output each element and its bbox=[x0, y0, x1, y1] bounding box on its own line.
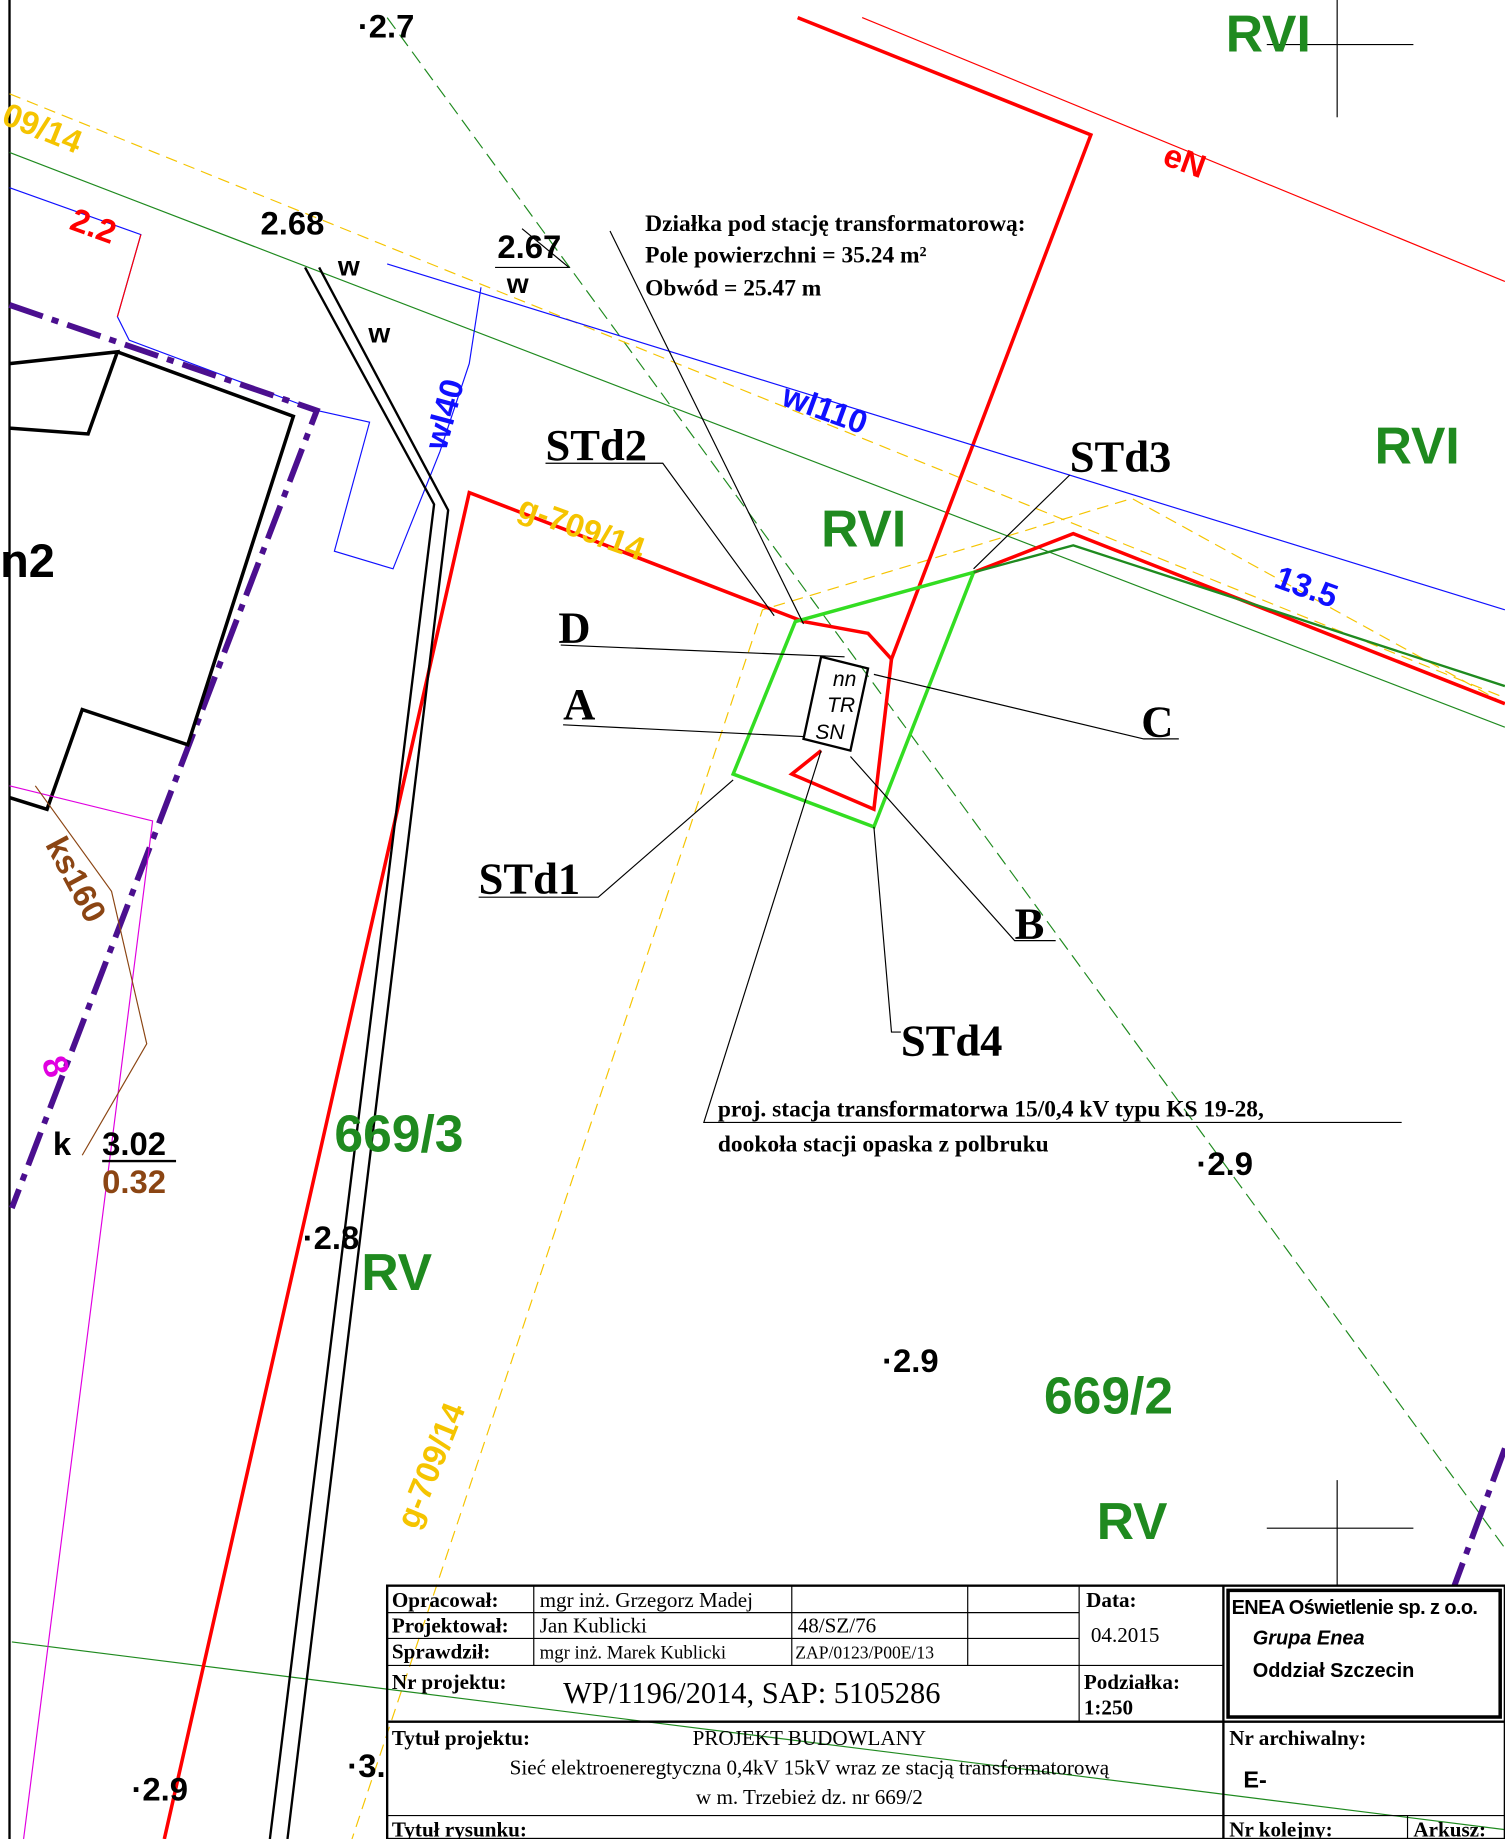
tb-text: Arkusz: bbox=[1413, 1818, 1486, 1839]
parcel-line bbox=[10, 152, 1505, 727]
label: g-709/14 bbox=[514, 488, 651, 568]
tb-text: E- bbox=[1243, 1766, 1266, 1792]
label: A bbox=[563, 679, 595, 729]
tb-text: Projektował: bbox=[392, 1614, 509, 1638]
plot-red bbox=[974, 534, 1505, 704]
tb-text: Sieć elektroeneregtyczna 0,4kV 15kV wraz… bbox=[510, 1755, 1110, 1779]
label: wl110 bbox=[777, 376, 873, 441]
tb-text: Sprawdził: bbox=[392, 1639, 491, 1663]
label: w bbox=[337, 251, 360, 282]
leader bbox=[704, 751, 1402, 1123]
tb-text: Grupa Enea bbox=[1253, 1627, 1365, 1649]
tb-text: WP/1196/2014, SAP: 5105286 bbox=[563, 1676, 940, 1710]
sewer-line bbox=[10, 786, 153, 1839]
label: B bbox=[1015, 898, 1045, 948]
water-line bbox=[10, 188, 481, 569]
label: 669/3 bbox=[334, 1105, 463, 1163]
tb-text: Oddział Szczecin bbox=[1253, 1660, 1415, 1682]
label: ·2.9 bbox=[1196, 1145, 1253, 1182]
label: ·2.8 bbox=[303, 1219, 360, 1256]
label: k bbox=[53, 1125, 72, 1162]
label: 09/14 bbox=[0, 95, 88, 160]
label: 0.32 bbox=[102, 1163, 166, 1200]
tb-text: Tytuł projektu: bbox=[392, 1726, 530, 1750]
tb-text: Nr kolejny: bbox=[1229, 1818, 1332, 1839]
label: w bbox=[367, 317, 390, 348]
tb-text: 04.2015 bbox=[1091, 1623, 1160, 1647]
building bbox=[10, 352, 118, 434]
body: Opracował: mgr inż. Grzegorz Madej Proje… bbox=[0, 0, 1505, 1839]
label: g-709/14 bbox=[389, 1397, 473, 1533]
label: wl40 bbox=[417, 375, 471, 454]
tb-text: ENEA Oświetlenie sp. z o.o. bbox=[1232, 1597, 1478, 1619]
label: 8 bbox=[34, 1051, 77, 1083]
tb-text: Podziałka: bbox=[1084, 1670, 1180, 1694]
tb-text: Jan Kublicki bbox=[540, 1614, 647, 1638]
tb-text: PROJEKT BUDOWLANY bbox=[693, 1726, 927, 1750]
label: STd3 bbox=[1070, 431, 1172, 481]
tb-text: mgr inż. Marek Kublicki bbox=[540, 1642, 726, 1663]
label: ·2.9 bbox=[882, 1342, 939, 1379]
tb-text: 1:250 bbox=[1084, 1696, 1133, 1720]
tb-text: ZAP/0123/P00E/13 bbox=[795, 1642, 934, 1662]
label: Działka pod stację transformatorową: bbox=[645, 211, 1025, 237]
label: 2.67 bbox=[497, 228, 561, 265]
parcel-line bbox=[974, 545, 1505, 686]
gas-line bbox=[1454, 1448, 1504, 1585]
label: 2.68 bbox=[260, 205, 324, 242]
label: TR bbox=[827, 694, 855, 717]
label: STd1 bbox=[479, 854, 581, 904]
label: ·3. bbox=[347, 1747, 385, 1784]
map-labels: ·2.7 RVI 09/14 eN 2.2 2.68 2.67 w w w Dz… bbox=[0, 5, 1460, 1808]
label: w bbox=[506, 268, 529, 299]
red-line bbox=[117, 235, 140, 317]
tb-text: w m. Trzebież dz. nr 669/2 bbox=[696, 1785, 923, 1809]
label: 2.2 bbox=[66, 201, 122, 251]
leader bbox=[874, 827, 901, 1032]
label: Obwód = 25.47 m bbox=[645, 276, 822, 302]
tb-text: mgr inż. Grzegorz Madej bbox=[540, 1588, 753, 1612]
label: n2 bbox=[0, 535, 55, 587]
tb-text: Nr projektu: bbox=[392, 1670, 507, 1694]
label: ·2.9 bbox=[131, 1770, 188, 1807]
label: C bbox=[1141, 697, 1173, 747]
label: RV bbox=[1097, 1492, 1168, 1550]
label: STd4 bbox=[901, 1016, 1003, 1066]
label: RVI bbox=[821, 500, 906, 558]
label: dookoła stacji opaska z polbruku bbox=[718, 1132, 1049, 1158]
label: proj. stacja transformatorwa 15/0,4 kV t… bbox=[718, 1097, 1264, 1123]
tb-text: Nr archiwalny: bbox=[1229, 1726, 1366, 1750]
label: 3.02 bbox=[102, 1125, 166, 1162]
label: nn bbox=[833, 668, 856, 691]
label: 13.5 bbox=[1270, 558, 1343, 615]
leader bbox=[561, 645, 845, 657]
label: RVI bbox=[1375, 416, 1460, 474]
tb-text: Tytuł rysunku: bbox=[392, 1818, 527, 1839]
label: RV bbox=[361, 1243, 432, 1301]
label: SN bbox=[815, 721, 845, 744]
label: ·2.7 bbox=[358, 8, 415, 45]
label: D bbox=[558, 603, 590, 653]
label: Pole powierzchni = 35.24 m² bbox=[645, 243, 926, 269]
tb-text: Data: bbox=[1086, 1588, 1136, 1612]
label: RVI bbox=[1226, 5, 1311, 63]
title-block: Opracował: mgr inż. Grzegorz Madej Proje… bbox=[387, 1586, 1505, 1839]
plan: Opracował: mgr inż. Grzegorz Madej Proje… bbox=[0, 0, 1505, 1839]
tb-text: Opracował: bbox=[392, 1588, 499, 1612]
label: 669/2 bbox=[1044, 1366, 1173, 1424]
tb-text: 48/SZ/76 bbox=[798, 1614, 877, 1638]
label: STd2 bbox=[545, 420, 647, 470]
label: eN bbox=[1159, 136, 1211, 185]
leader bbox=[563, 725, 803, 737]
page: Plan {"labels":["·2.7","RVI","09/14","eN… bbox=[0, 0, 1505, 1839]
